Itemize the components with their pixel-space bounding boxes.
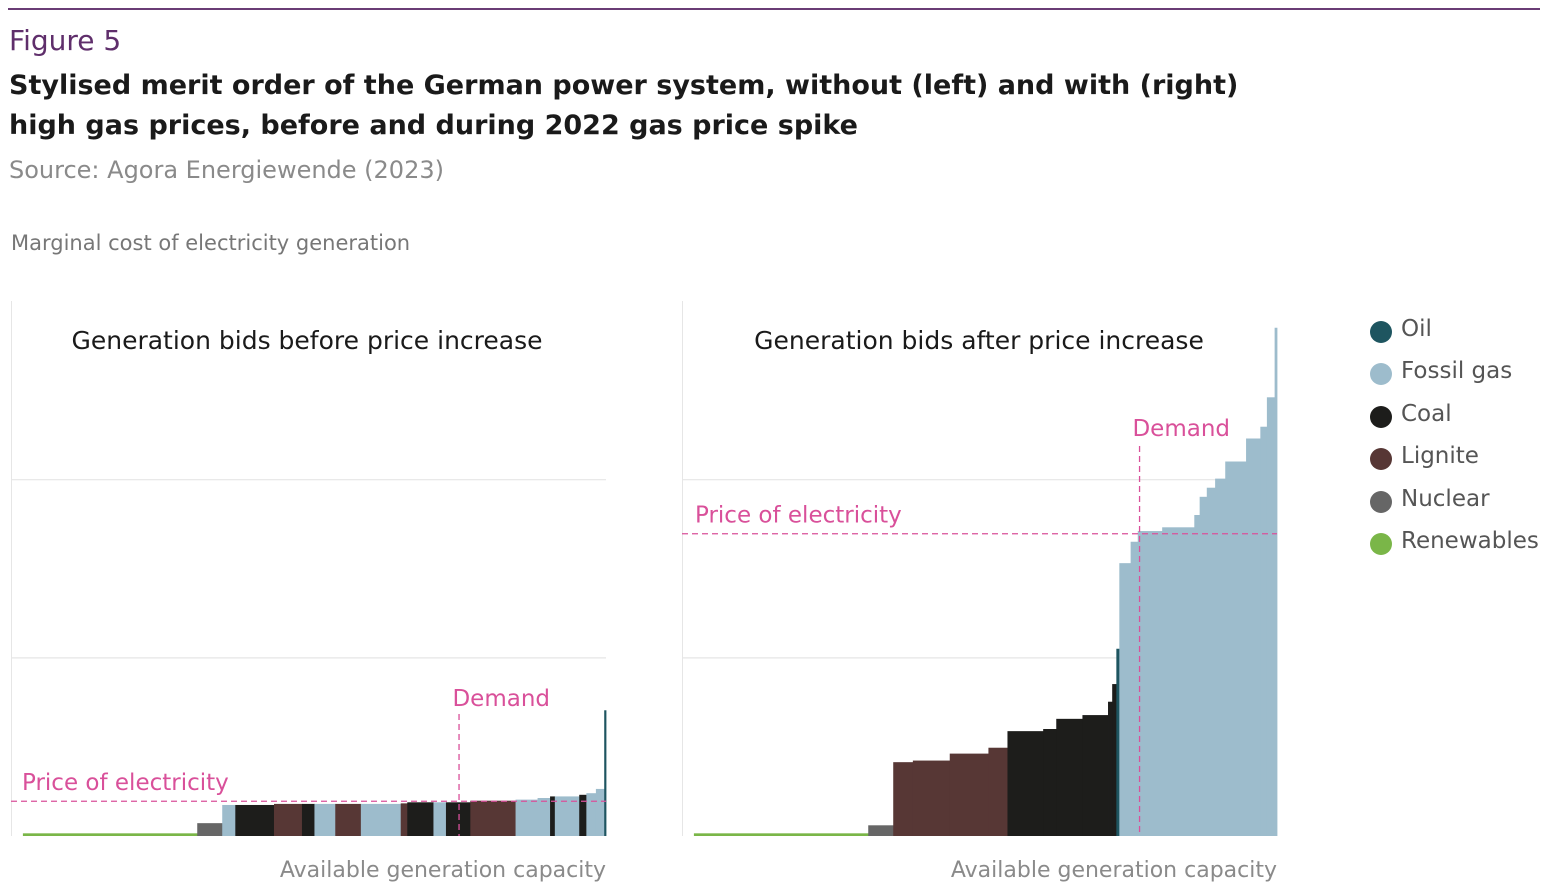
panel-2-bid-24-fossil-gas	[1260, 426, 1268, 836]
figure-label: Figure 5	[9, 24, 122, 57]
panel-2-bid-11-coal	[1108, 701, 1113, 836]
legend-swatch-coal	[1370, 405, 1392, 428]
panel-2-bid-1-renewables	[693, 833, 869, 836]
legend-swatch-renewables	[1370, 532, 1392, 555]
panel-1-bid-4-coal	[235, 804, 275, 836]
panel-2-title: Generation bids after price increase	[754, 326, 1204, 355]
legend-label-oil: Oil	[1401, 316, 1432, 342]
panel-1-bid-6-coal	[301, 803, 315, 836]
panel-2-bid-17-fossil-gas	[1162, 527, 1195, 836]
figure-title: Stylised merit order of the German power…	[9, 66, 1238, 146]
panel-2-bid-14-fossil-gas	[1119, 563, 1132, 836]
panel-2-bid-20-fossil-gas	[1206, 487, 1216, 836]
panel-2-bid-18-fossil-gas	[1194, 515, 1201, 836]
panel-2-bid-16-fossil-gas	[1137, 531, 1163, 836]
panel-1-demand-label: Demand	[452, 686, 550, 712]
panel-2-bid-8-coal	[1043, 729, 1057, 836]
panel-1-bid-21-fossil-gas	[595, 788, 605, 836]
panel-1-bid-22-oil	[604, 710, 607, 836]
panel-1-title: Generation bids before price increase	[71, 326, 542, 355]
panel-2-bid-21-fossil-gas	[1215, 478, 1226, 836]
panel-1-bid-2-nuclear	[197, 823, 223, 836]
panel-1-price-label: Price of electricity	[22, 770, 229, 796]
panel-1-x-axis-label: Available generation capacity	[280, 858, 606, 883]
panel-1-bid-3-fossil-gas	[222, 804, 236, 836]
top-rule	[8, 8, 1540, 10]
legend-label-lignite: Lignite	[1401, 443, 1479, 470]
panel-1-bid-1-renewables	[22, 833, 198, 836]
panel-2-bid-9-coal	[1056, 718, 1083, 836]
panel-1-bid-14-lignite	[470, 800, 516, 836]
panel-2-x-axis-label: Available generation capacity	[951, 858, 1277, 883]
panel-2-bid-13-oil	[1116, 648, 1120, 836]
panel-2-bid-26-fossil-gas	[1274, 327, 1278, 836]
figure-title-line-1: Stylised merit order of the German power…	[9, 70, 1239, 101]
panel-2-bid-22-fossil-gas	[1225, 461, 1247, 836]
panel-2-bid-10-coal	[1082, 715, 1109, 836]
panel-2-bid-5-lignite	[949, 753, 989, 836]
panel-1-bid-8-lignite	[335, 803, 362, 836]
panel-2-demand-label: Demand	[1132, 416, 1230, 442]
panel-1-bid-18-fossil-gas	[554, 796, 580, 836]
legend-swatch-fossil-gas	[1370, 363, 1392, 386]
panel-2-bid-6-lignite	[988, 747, 1008, 836]
panel-1-bid-5-lignite	[273, 803, 303, 836]
panel-1-bid-10-lignite	[400, 803, 408, 836]
legend-label-nuclear: Nuclear	[1401, 485, 1490, 512]
panel-1-bid-16-fossil-gas	[537, 798, 551, 836]
panel-1-bid-17-coal	[550, 796, 556, 836]
panel-2-bid-23-fossil-gas	[1246, 438, 1261, 836]
y-axis-label: Marginal cost of electricity generation	[11, 231, 411, 255]
panel-1-bid-13-coal	[445, 802, 471, 836]
panel-2-bid-15-fossil-gas	[1130, 541, 1139, 836]
panel-1-bid-9-fossil-gas	[360, 803, 402, 836]
figure-source: Source: Agora Energiewende (2023)	[9, 156, 444, 184]
panel-1-bid-12-fossil-gas	[433, 802, 447, 836]
panel-2-bid-12-coal	[1112, 684, 1117, 836]
legend-label-renewables: Renewables	[1401, 527, 1539, 554]
panel-1-bid-15-fossil-gas	[515, 799, 538, 836]
panel-1-bid-7-fossil-gas	[314, 803, 336, 836]
panel-2-bid-7-coal	[1007, 731, 1044, 836]
panel-2-bid-3-lignite	[893, 762, 914, 836]
panel-2-bid-2-nuclear	[868, 825, 894, 836]
legend-label-coal: Coal	[1401, 400, 1452, 427]
panel-1-bid-19-coal	[579, 794, 587, 836]
panel-1-bid-20-fossil-gas	[586, 793, 597, 836]
legend-label-fossil-gas: Fossil gas	[1401, 358, 1513, 385]
panel-2-bid-19-fossil-gas	[1199, 496, 1208, 836]
legend-swatch-oil	[1370, 321, 1392, 343]
legend-swatch-lignite	[1370, 448, 1392, 471]
legend-swatch-nuclear	[1370, 490, 1392, 513]
figure-title-line-2: high gas prices, before and during 2022 …	[9, 110, 858, 141]
panel-2-price-label: Price of electricity	[695, 503, 902, 529]
panel-2-bid-25-fossil-gas	[1266, 397, 1276, 836]
panel-2-bid-4-lignite	[912, 760, 951, 836]
panel-1-bid-11-coal	[407, 802, 434, 836]
